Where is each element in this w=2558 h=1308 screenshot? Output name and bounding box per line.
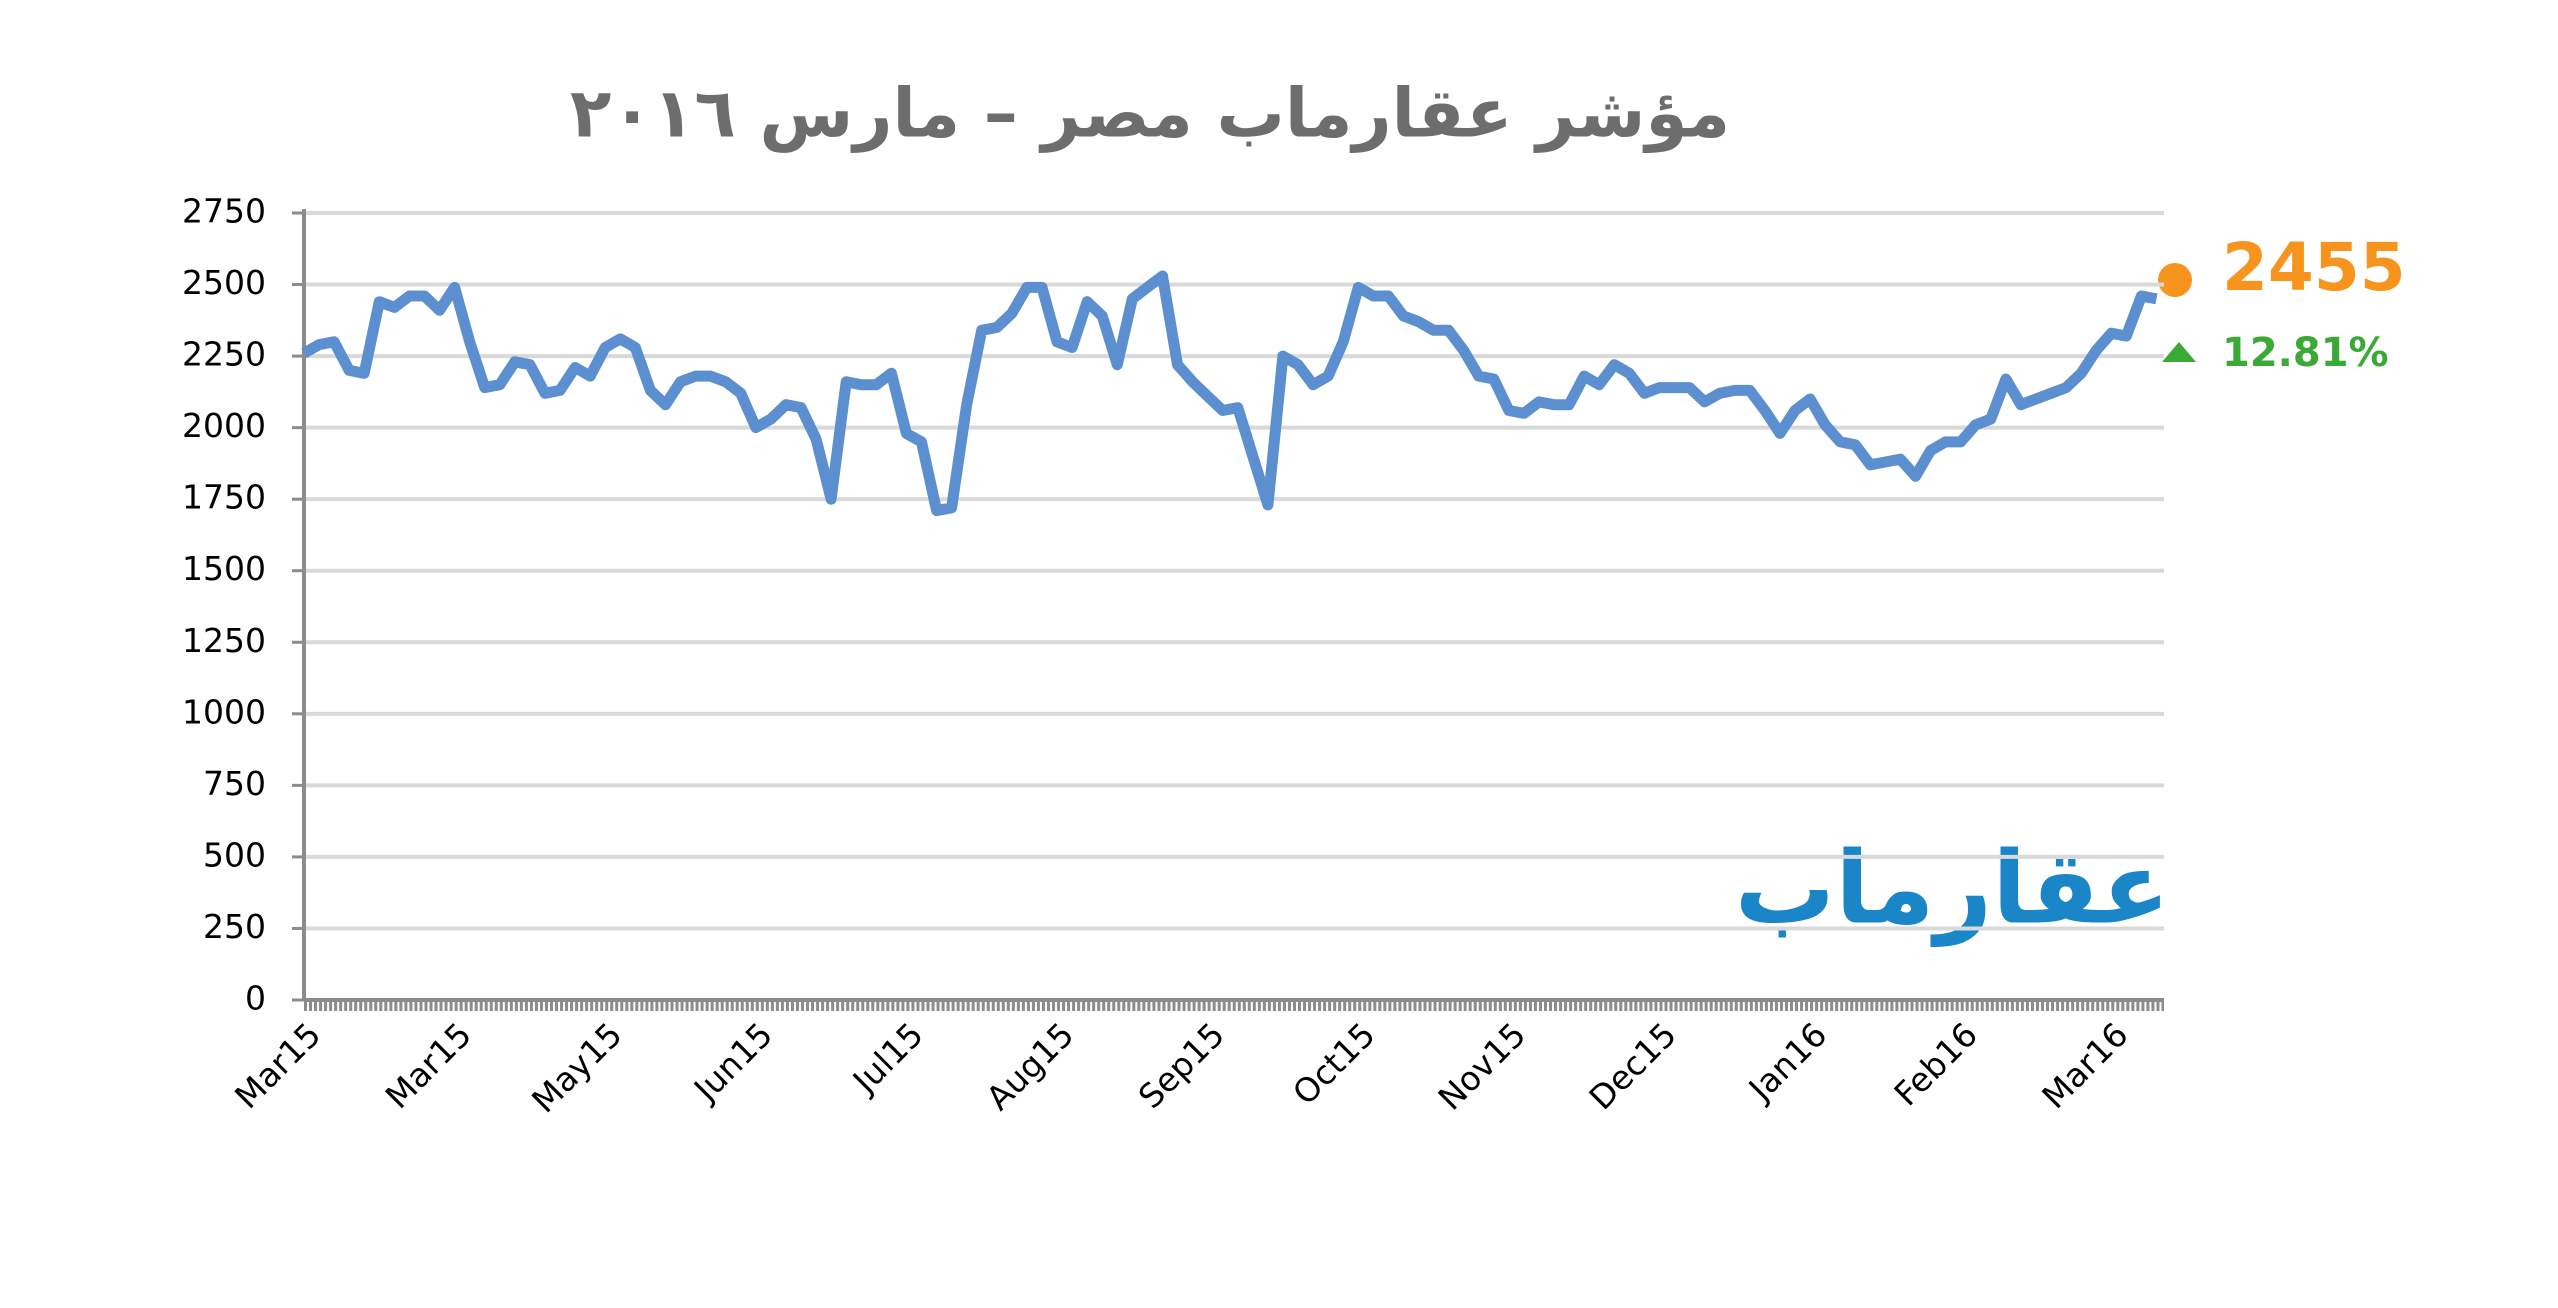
y-tick-label: 1000: [182, 692, 266, 731]
x-tick-label: Mar15: [378, 1015, 479, 1116]
y-tick-label: 1750: [182, 478, 266, 517]
chart-title: مؤشر عقارماب مصر – مارس ٢٠١٦: [570, 75, 1730, 154]
y-tick-label: 2250: [182, 335, 266, 374]
up-arrow: [2162, 342, 2196, 362]
x-tick-label: Sep15: [1131, 1015, 1232, 1116]
y-tick-label: 1250: [182, 621, 266, 660]
x-tick-label: Aug15: [979, 1015, 1082, 1118]
y-tick-label: 500: [203, 835, 266, 874]
y-tick-label: 2500: [182, 263, 266, 302]
x-tick-label: Nov15: [1430, 1015, 1533, 1118]
x-tick-label: Mar15: [227, 1015, 328, 1116]
latest-value: 2455: [2222, 229, 2406, 306]
x-tick-label: Oct15: [1285, 1015, 1383, 1113]
x-tick-label: Jul15: [844, 1015, 931, 1102]
y-tick-label: 250: [203, 907, 266, 946]
x-tick-label: Mar16: [2034, 1015, 2135, 1116]
x-tick-label: Feb16: [1886, 1015, 1985, 1114]
change-label: 12.81%: [2222, 330, 2389, 376]
x-tick-label: Dec15: [1581, 1015, 1683, 1117]
line-series: [301, 270, 2158, 517]
y-tick-label: 2750: [182, 192, 266, 231]
x-tick-label: Jan16: [1740, 1015, 1835, 1110]
y-tick-label: 1500: [182, 549, 266, 588]
y-tick-label: 2000: [182, 406, 266, 445]
x-tick-label: Jun15: [685, 1015, 780, 1110]
y-tick-label: 0: [245, 979, 266, 1018]
y-tick-label: 750: [203, 764, 266, 803]
x-tick-label: May15: [524, 1015, 630, 1121]
latest-dot: [2158, 263, 2192, 297]
